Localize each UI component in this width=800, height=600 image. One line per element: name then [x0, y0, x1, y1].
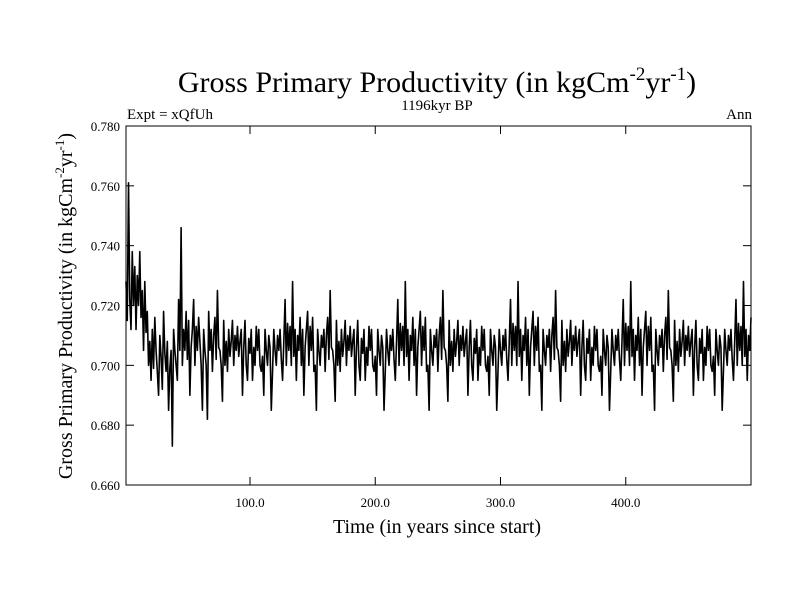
x-tick-label: 200.0 — [361, 495, 390, 510]
x-tick-label: 100.0 — [235, 495, 264, 510]
y-axis-title: Gross Primary Productivity (in kgCm-2yr-… — [52, 133, 77, 479]
y-axis: 0.660 0.680 0.700 0.720 0.740 0.760 0.780 — [91, 119, 751, 493]
plot-frame — [125, 125, 752, 486]
y-tick-label: 0.660 — [91, 478, 120, 493]
y-tick-label: 0.680 — [91, 418, 120, 433]
y-tick-label: 0.780 — [91, 119, 120, 134]
season-label: Ann — [726, 107, 752, 123]
x-axis-title: Time (in years since start) — [333, 516, 541, 538]
x-tick-label: 400.0 — [611, 495, 640, 510]
experiment-label: Expt = xQfUh — [127, 107, 213, 123]
x-axis: 100.0 200.0 300.0 400.0 — [235, 126, 640, 510]
y-tick-label: 0.760 — [91, 179, 120, 194]
y-tick-label: 0.740 — [91, 239, 120, 254]
y-tick-label: 0.720 — [91, 299, 120, 314]
period-label: 1196kyr BP — [401, 98, 473, 114]
y-tick-label: 0.700 — [91, 358, 120, 373]
gpp-series-line — [125, 182, 752, 447]
x-tick-label: 300.0 — [486, 495, 515, 510]
chart-title: Gross Primary Productivity (in kgCm-2yr-… — [178, 64, 696, 99]
